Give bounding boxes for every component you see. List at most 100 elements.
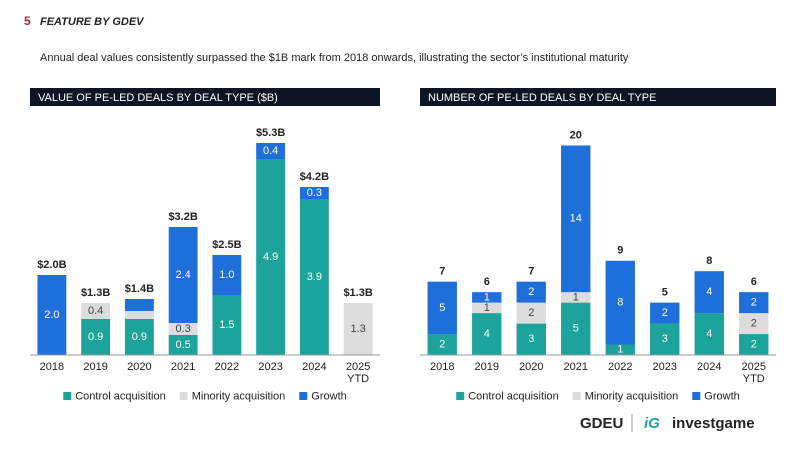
value-label: 2 [751, 297, 757, 309]
total-label: 7 [528, 266, 534, 278]
value-label: 0.3 [175, 323, 190, 335]
x-tick-text: 2020 [519, 361, 544, 373]
x-tick-label: 2021 [563, 361, 588, 373]
bar-segment [694, 313, 724, 355]
legend-swatch [63, 392, 72, 400]
legend-label: Minority acquisition [192, 390, 286, 402]
value-label: 0.3 [307, 187, 322, 199]
logo-icon: iG [644, 415, 660, 432]
bar-segment [124, 311, 154, 319]
value-label: 3 [528, 333, 534, 345]
legend-swatch [299, 392, 308, 400]
value-label: 2.0 [44, 309, 59, 321]
value-label: 8 [617, 297, 623, 309]
legend-swatch [572, 392, 581, 400]
total-label: $1.4B [125, 283, 154, 295]
bar-segment [739, 292, 769, 314]
x-tick-label: 2024 [302, 361, 327, 373]
x-tick-text: 2019 [83, 361, 108, 373]
bar-segment [516, 302, 546, 324]
bar-segment [650, 323, 680, 355]
bar-segment [605, 344, 635, 355]
total-label: 6 [751, 276, 757, 288]
total-label: $1.3B [81, 287, 110, 299]
value-label: 4 [706, 286, 712, 298]
x-tick-text: 2021 [170, 361, 196, 373]
value-label: 1 [617, 344, 623, 356]
x-tick-text: 2021 [563, 361, 588, 373]
x-tick-label: 2019 [474, 361, 499, 373]
total-label: 6 [484, 276, 490, 288]
legend-label: Growth [311, 390, 346, 402]
x-tick-label: 2022 [608, 361, 633, 373]
value-label: 2 [751, 338, 757, 350]
x-tick-text: 2024 [697, 361, 722, 373]
chart-title: VALUE OF PE-LED DEALS BY DEAL TYPE ($B) [38, 92, 278, 104]
chart-title: NUMBER OF PE-LED DEALS BY DEAL TYPE [428, 92, 656, 104]
bar-segment [605, 260, 635, 345]
total-label: $5.3B [256, 127, 285, 139]
bar-segment [81, 303, 111, 319]
bar-segment [650, 302, 680, 324]
x-tick-text: 2023 [258, 361, 283, 373]
x-tick-label: 2024 [697, 361, 722, 373]
title-bar [30, 88, 380, 106]
legend-swatch [692, 392, 701, 400]
bar-segment [561, 302, 591, 355]
x-tick-label: 2020 [127, 361, 152, 373]
bar-segment [739, 313, 769, 335]
bar-segment [212, 255, 242, 295]
value-label: 0.4 [88, 305, 103, 317]
bar-segment [427, 334, 457, 355]
value-label: 2 [662, 307, 668, 319]
legend-swatch [456, 392, 465, 400]
value-label: 4 [706, 328, 712, 340]
x-tick-text: 2024 [302, 361, 327, 373]
bar-segment [343, 303, 373, 355]
value-label: 1 [484, 302, 490, 314]
legend: Control acquisition Minority acquisition G… [63, 390, 347, 402]
total-label: $2.5B [212, 239, 241, 251]
bar-segment [124, 299, 154, 311]
x-tick-label: 2023 [653, 361, 677, 373]
value-label: 1.5 [219, 319, 234, 331]
total-label: $3.2B [168, 211, 197, 223]
legend-swatch [179, 392, 188, 400]
bar-segment [472, 313, 502, 355]
x-tick-label: 2023 [258, 361, 283, 373]
bar-segment [124, 319, 154, 355]
x-tick-label: 2025 YTD [345, 361, 371, 385]
x-tick-text: 2019 [474, 361, 499, 373]
value-label: 1.3 [350, 323, 365, 335]
value-label: 2.4 [175, 269, 190, 281]
bar-segment [81, 319, 111, 355]
x-tick-text: 2020 [127, 361, 152, 373]
x-tick-text: 2022 [608, 361, 633, 373]
bar-segment [168, 335, 198, 355]
bar-segment [256, 143, 286, 159]
value-label: 2 [439, 338, 445, 350]
bar-segment [472, 302, 502, 314]
page-number: 5 [24, 14, 31, 28]
value-label: 0.5 [175, 339, 190, 351]
section-label: FEATURE BY GDEV [40, 16, 145, 28]
x-tick-label: 2018 [430, 361, 454, 373]
bar-segment [694, 271, 724, 314]
bar-segment [516, 323, 546, 355]
x-tick-label: 2018 [40, 361, 64, 373]
bar-segment [299, 187, 329, 199]
x-tick-text: 2025 YTD [345, 361, 371, 385]
x-tick-label: 2022 [214, 361, 240, 373]
total-label: 7 [439, 266, 445, 278]
value-label: 2 [528, 286, 534, 298]
bar-segment [427, 281, 457, 335]
value-label: 5 [573, 323, 579, 335]
bar-segment [472, 292, 502, 303]
value-label: 5 [439, 302, 445, 314]
legend-label: Growth [704, 390, 739, 402]
value-label: 2 [751, 317, 757, 329]
x-tick-text: 2022 [214, 361, 240, 373]
bar-segment [37, 275, 67, 355]
bar-segment [561, 292, 591, 303]
